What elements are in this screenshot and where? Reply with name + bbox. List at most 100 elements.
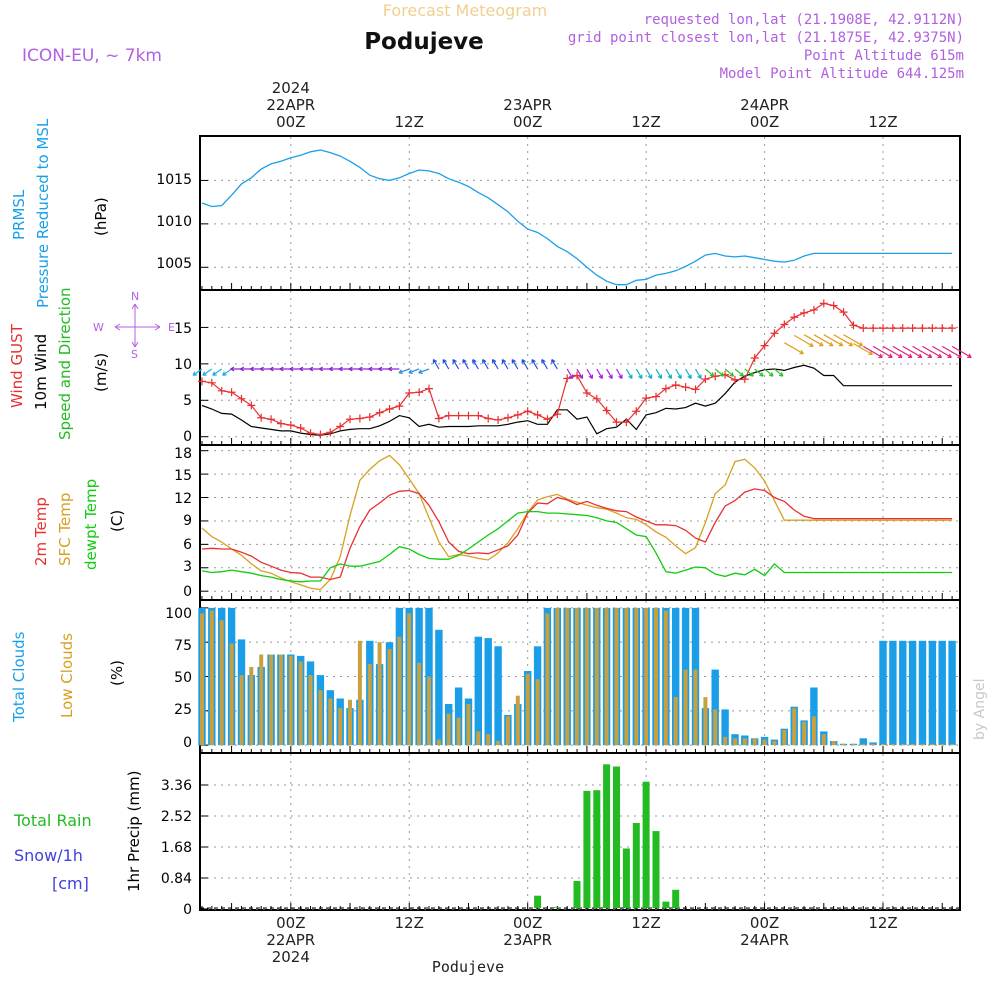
wind-gust-point xyxy=(296,423,305,432)
total-cloud-bar xyxy=(721,709,729,746)
low-cloud-bar xyxy=(387,649,392,746)
wind-gust-point xyxy=(415,388,424,397)
wind-direction-arrow xyxy=(328,366,341,372)
precip-bar xyxy=(652,831,660,908)
precip-tick-label: 2.52 xyxy=(161,809,192,825)
wind-direction-arrow xyxy=(902,345,923,358)
top-time-label: 23APR xyxy=(503,96,552,114)
low-cloud-bar xyxy=(654,607,658,746)
wind-gust-point xyxy=(681,383,690,392)
low-cloud-bar xyxy=(733,738,737,746)
low-cloud-bar xyxy=(604,607,609,746)
wind-direction-arrow xyxy=(492,358,499,370)
wind-gust-point xyxy=(869,324,878,333)
wind-direction-arrow xyxy=(774,368,784,377)
wind-direction-arrow xyxy=(872,345,893,358)
precip-bar xyxy=(613,766,620,908)
wind-gust-point xyxy=(918,324,927,333)
low-cloud-bar xyxy=(910,743,915,746)
wind-gust-point xyxy=(829,301,838,310)
low-cloud-bar xyxy=(920,743,925,746)
wind-gust-point xyxy=(276,419,285,428)
wind-gust-point xyxy=(503,413,512,422)
temp-tick-label: 18 xyxy=(174,446,192,462)
wind-gust-point xyxy=(800,308,809,317)
wind-direction-arrow xyxy=(655,368,663,380)
low-cloud-bar xyxy=(269,654,274,746)
wind-gust-point xyxy=(326,428,335,437)
total-cloud-bar xyxy=(859,738,867,746)
wind-direction-arrow xyxy=(378,366,390,372)
wind-gust-point xyxy=(622,418,631,427)
wind-direction-arrow xyxy=(289,366,301,372)
top-time-label: 00Z xyxy=(276,113,305,131)
wind-unit: (m/s) xyxy=(92,353,110,392)
low-cloud-bar xyxy=(407,613,412,746)
low-cloud-bar xyxy=(249,666,254,746)
point-altitude: Point Altitude 615m xyxy=(804,48,964,64)
temp-unit: (C) xyxy=(108,510,126,532)
wind-gust-point xyxy=(661,384,670,393)
low-cloud-bar xyxy=(525,673,530,746)
wind-direction-arrow xyxy=(408,368,420,374)
wind-direction-arrow xyxy=(724,368,735,377)
precip-bar xyxy=(622,848,630,908)
wind-direction-arrow xyxy=(482,358,489,370)
wind-gust-point xyxy=(740,375,749,384)
precip-unit: 1hr Precip (mm) xyxy=(125,771,143,892)
precip-tick-label: 3.36 xyxy=(161,778,192,794)
wind-direction-arrow xyxy=(259,366,272,372)
wind-direction-arrow xyxy=(222,368,232,376)
wind-tick-label: 0 xyxy=(183,429,192,445)
wind-gust-point xyxy=(395,402,404,411)
low-cloud-bar xyxy=(229,643,234,746)
wind-direction-arrow xyxy=(813,334,834,347)
wind-gust-point xyxy=(582,389,591,397)
wind-gust-point xyxy=(355,414,364,423)
wind-direction-arrow xyxy=(388,366,400,372)
top-time-label: 00Z xyxy=(750,113,779,131)
wind-gust-point xyxy=(474,411,483,420)
wind-direction-arrow xyxy=(230,366,242,372)
wind-direction-arrow xyxy=(531,358,539,370)
wind-gust-label: Wind GUST xyxy=(8,323,26,408)
temp-tick-label: 3 xyxy=(183,559,192,575)
temp-2m-line xyxy=(201,488,953,581)
wind-direction-arrow xyxy=(615,368,623,380)
wind-direction-arrow xyxy=(784,342,804,355)
low-cloud-bar xyxy=(624,607,629,746)
precip-bar xyxy=(603,764,611,908)
low-cloud-bar xyxy=(555,607,560,746)
wind-direction-arrow xyxy=(912,345,933,358)
wind-direction-arrow xyxy=(685,368,692,380)
wind-tick-label: 5 xyxy=(183,393,192,409)
low-cloud-bar xyxy=(802,721,807,746)
low-cloud-bar xyxy=(644,607,649,746)
cloud-tick-label: 0 xyxy=(183,735,192,751)
low-cloud-bar xyxy=(871,743,876,746)
snow-unit-label: [cm] xyxy=(52,874,89,893)
low-cloud-bar xyxy=(634,607,639,746)
low-cloud-bar xyxy=(427,676,431,746)
wind-gust-point xyxy=(770,329,779,338)
snow-label: Snow/1h xyxy=(14,846,83,865)
wind-direction-arrow xyxy=(586,368,593,380)
top-time-label: 2024 xyxy=(272,79,310,97)
wind-direction-arrow xyxy=(606,368,613,380)
wind-direction-arrow xyxy=(754,368,764,377)
total-cloud-bar xyxy=(672,607,680,746)
bottom-time-label: 24APR xyxy=(740,931,789,949)
wind-direction-arrow xyxy=(705,368,715,377)
pressure-tick-label: 1015 xyxy=(156,172,192,188)
wind-direction-arrow xyxy=(418,368,430,374)
wind-direction-arrow xyxy=(645,368,653,380)
wind-gust-point xyxy=(701,375,710,384)
wind-gust-point xyxy=(434,414,443,423)
dewpt-temp-line xyxy=(201,510,953,583)
low-cloud-bar xyxy=(723,736,728,746)
low-cloud-bar xyxy=(673,697,678,746)
wind-direction-label: Speed and Direction xyxy=(56,287,74,440)
wind-direction-arrow xyxy=(625,368,633,380)
